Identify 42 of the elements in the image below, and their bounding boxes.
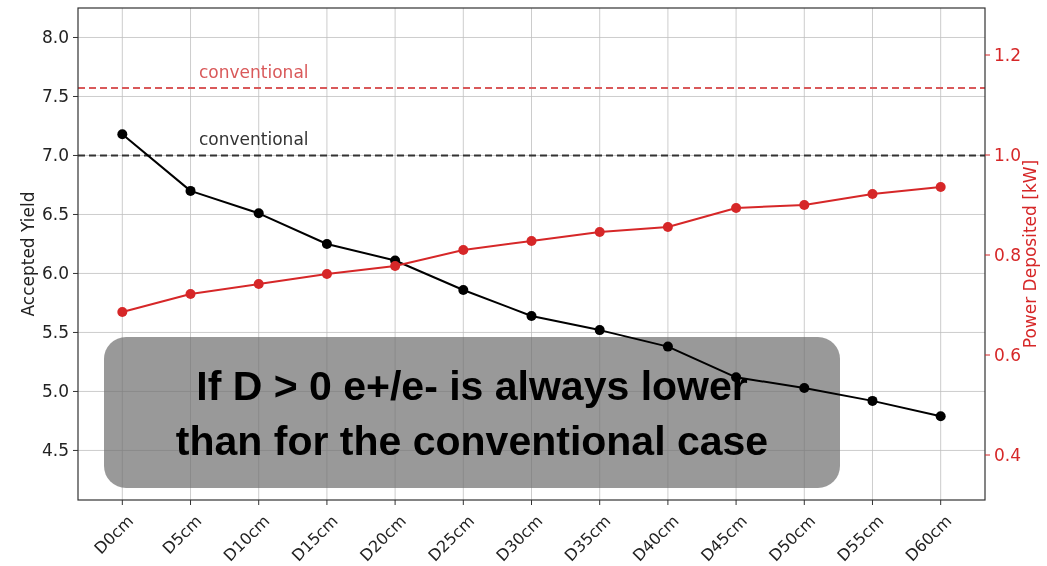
point bbox=[390, 261, 401, 271]
y-tick-label: 5.5 bbox=[41, 322, 69, 343]
y-tick-label: 4.5 bbox=[41, 440, 69, 461]
ref-line-label: conventional bbox=[199, 129, 309, 150]
y-axis-title: Accepted Yield bbox=[18, 191, 38, 317]
point bbox=[935, 182, 946, 192]
point bbox=[458, 245, 469, 255]
point bbox=[185, 289, 196, 299]
point bbox=[594, 325, 605, 336]
annotation: If D > 0 e+/e- is always lower than for the conventional case bbox=[175, 363, 769, 464]
point bbox=[662, 341, 673, 352]
point bbox=[321, 238, 332, 249]
y2-tick-label: 0.4 bbox=[994, 444, 1022, 465]
point bbox=[458, 284, 469, 295]
y-tick-label: 8.0 bbox=[41, 27, 69, 48]
y-tick-label: 6.0 bbox=[41, 263, 69, 284]
y2-tick-label: 1.0 bbox=[994, 144, 1022, 165]
y-tick-label: 5.0 bbox=[41, 381, 69, 402]
y-tick-label: 6.5 bbox=[41, 204, 69, 225]
point bbox=[935, 411, 946, 422]
y2-tick-label: 0.6 bbox=[994, 344, 1022, 365]
point bbox=[867, 395, 878, 406]
point bbox=[662, 222, 673, 232]
ref-line-label: conventional bbox=[199, 62, 309, 82]
y2-tick-label: 1.2 bbox=[994, 44, 1022, 65]
point bbox=[253, 279, 264, 289]
point bbox=[799, 382, 810, 393]
point bbox=[117, 307, 128, 317]
point bbox=[117, 129, 128, 140]
y2-tick-label: 0.8 bbox=[994, 244, 1022, 265]
y-tick-label: 7.5 bbox=[41, 86, 69, 107]
point bbox=[731, 203, 742, 213]
point bbox=[799, 200, 810, 210]
point bbox=[185, 185, 196, 196]
point bbox=[321, 269, 332, 279]
y2-axis-title: Power Deposited [kW] bbox=[1020, 159, 1040, 349]
point bbox=[867, 189, 878, 199]
point bbox=[526, 236, 537, 246]
point bbox=[253, 208, 264, 219]
point bbox=[594, 227, 605, 237]
point bbox=[526, 310, 537, 321]
y-tick-label: 7.0 bbox=[41, 145, 69, 166]
